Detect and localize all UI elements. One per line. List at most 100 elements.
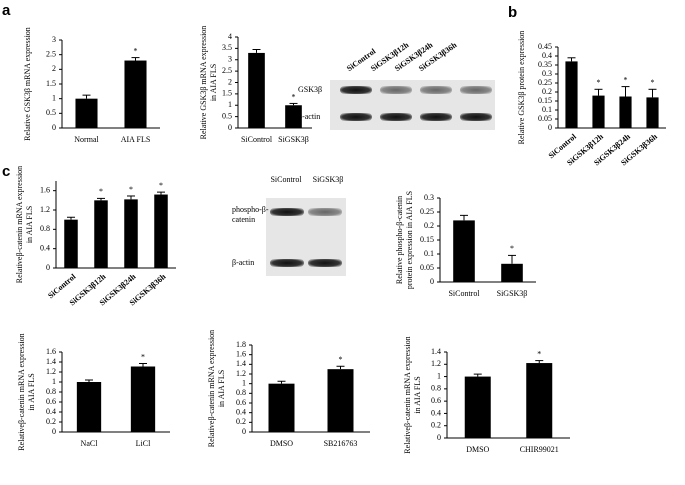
y-tick-label: 1.5 [46,79,56,88]
y-tick-label: 0 [437,433,441,442]
bar [526,363,553,438]
y-tick-label: 1 [242,378,246,387]
panel-label: b [508,4,517,21]
panel-label: a [2,2,11,19]
significance-marker: * [129,185,133,194]
y-tick-label: 0.8 [40,224,50,233]
y-tick-label: 0.4 [40,243,50,252]
bar [94,200,108,268]
y-tick-label: 1 [52,93,56,102]
bar [124,199,138,268]
y-axis-label: in AIA FLS [217,370,226,407]
y-axis-label: Relative phospho-β-catenin [395,196,404,284]
y-axis-label: Relative GSK3β mRNA expression [199,26,208,140]
y-tick-label: 0.2 [46,417,56,426]
y-tick-label: 0.6 [431,396,441,405]
panel-label: c [2,163,10,180]
bar [501,263,523,282]
significance-marker: * [537,349,541,358]
bar [285,105,302,128]
y-tick-label: 0.5 [222,111,232,120]
y-tick-label: 0 [52,427,56,436]
significance-marker: * [339,355,343,364]
y-tick-label: 0.05 [538,114,552,123]
bar [453,220,475,282]
row-label: GSK3β [298,85,322,94]
y-tick-label: 0 [52,123,56,132]
significance-marker: * [134,46,138,55]
y-tick-label: 0.3 [542,69,552,78]
significance-marker: * [292,92,296,101]
x-tick-label: CHIR99021 [520,445,559,454]
y-tick-label: 0 [548,123,552,132]
y-tick-label: 0.15 [538,96,552,105]
y-tick-label: 0.4 [542,51,552,60]
x-tick-label: SiGSK3β [278,135,309,144]
y-tick-label: 1 [228,100,232,109]
y-tick-label: 0.2 [431,421,441,430]
bar [75,98,98,128]
y-tick-label: 1.2 [236,369,246,378]
y-tick-label: 0.8 [431,384,441,393]
y-tick-label: 1 [52,377,56,386]
x-tick-label: DMSO [270,439,293,448]
y-axis-label: in AIA FLS [25,206,34,243]
y-tick-label: 1.6 [46,347,56,356]
y-tick-label: 1.2 [46,367,56,376]
y-tick-label: 0.2 [424,221,434,230]
bar [646,97,659,128]
y-tick-label: 0.4 [431,408,441,417]
y-tick-label: 2.5 [46,49,56,58]
y-tick-label: 0.05 [420,263,434,272]
bar [248,52,265,128]
significance-marker: * [510,244,514,253]
y-tick-label: 0 [242,427,246,436]
significance-marker: * [597,78,601,87]
bar [464,376,491,438]
blot-band [380,113,412,121]
y-tick-label: 0.8 [236,388,246,397]
y-tick-label: 0.5 [46,108,56,117]
y-tick-label: 0.45 [538,42,552,51]
y-tick-label: 0.25 [420,207,434,216]
y-tick-label: 1 [437,371,441,380]
y-tick-label: 4 [228,32,232,41]
y-axis-label: in AIA FLS [413,376,422,413]
y-tick-label: 0.35 [538,60,552,69]
y-axis-label: in AIA FLS [27,373,36,410]
bar [327,369,354,432]
y-tick-label: 2.5 [222,66,232,75]
y-tick-label: 3 [52,35,56,44]
y-tick-label: 1.6 [236,349,246,358]
significance-marker: * [651,78,655,87]
x-tick-label: Normal [74,135,99,144]
x-tick-label: SiControl [448,289,480,298]
blot-band [340,113,372,121]
blot-band [270,208,304,216]
x-tick-label: AIA FLS [121,135,151,144]
y-axis-label: Relative GSK3β mRNA expression [23,27,32,141]
y-axis-label: Relativeβ-catenin mRNA expression [403,336,412,453]
blot-band [420,86,452,94]
y-tick-label: 0.4 [46,407,56,416]
y-tick-label: 0.8 [46,387,56,396]
row-label: phospho-β- [232,205,269,214]
y-axis-label: Relative GSK3β protein expression [517,31,526,145]
y-tick-label: 0.1 [542,105,552,114]
y-tick-label: 1.6 [40,185,50,194]
blot-band [308,208,342,216]
y-tick-label: 3.5 [222,43,232,52]
bar [154,194,168,268]
y-tick-label: 1.8 [236,340,246,349]
bar [76,382,102,432]
y-tick-label: 1.4 [431,347,441,356]
x-tick-label: SiGSK3β [497,289,528,298]
row-label: catenin [232,215,255,224]
lane-label: SiControl [270,175,302,184]
bar [124,60,147,128]
significance-marker: * [99,187,103,196]
significance-marker: * [624,75,628,84]
x-tick-label: LiCl [136,439,151,448]
y-tick-label: 1.2 [431,359,441,368]
